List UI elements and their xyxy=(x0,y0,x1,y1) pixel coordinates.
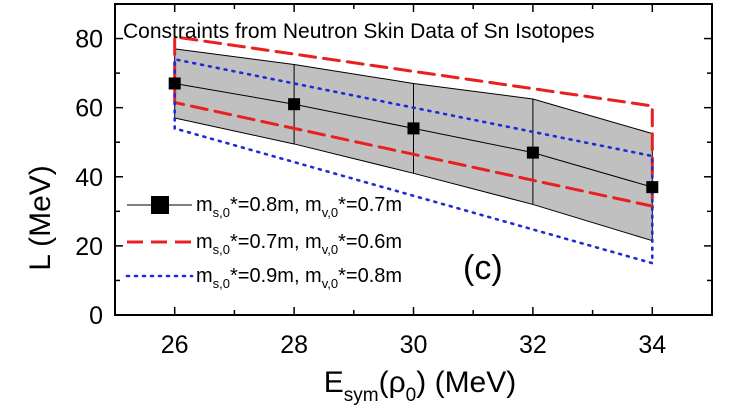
data-point-marker xyxy=(168,77,181,90)
axes: 26 28 30 32 34 0 20 40 60 80 xyxy=(75,3,713,359)
y-axis-title: L (MeV) xyxy=(24,165,57,271)
x-tick-label: 34 xyxy=(638,331,666,359)
x-tick-label: 30 xyxy=(400,331,428,359)
data-point-marker xyxy=(407,122,420,135)
x-tick-label: 32 xyxy=(519,331,547,359)
x-axis-title: Esym(ρ0) (MeV) xyxy=(324,366,517,406)
y-tick-label: 20 xyxy=(75,233,103,261)
legend-label: ms,0*=0.8m, mv,0*=0.7m xyxy=(196,194,402,220)
data-point-marker xyxy=(646,181,659,194)
y-tick-label: 40 xyxy=(75,164,103,192)
panel-label: (c) xyxy=(463,249,503,287)
legend-label: ms,0*=0.9m, mv,0*=0.8m xyxy=(196,265,402,291)
y-tick-label: 60 xyxy=(75,95,103,123)
plot-area xyxy=(168,35,659,265)
chart-title: Constraints from Neutron Skin Data of Sn… xyxy=(123,20,595,43)
data-point-marker xyxy=(526,146,539,159)
legend: ms,0*=0.8m, mv,0*=0.7m ms,0*=0.7m, mv,0*=… xyxy=(125,194,402,291)
legend-label: ms,0*=0.7m, mv,0*=0.6m xyxy=(196,231,402,257)
data-point-marker xyxy=(288,98,301,111)
y-tick-label: 0 xyxy=(89,302,103,330)
legend-marker-sample xyxy=(151,196,169,214)
x-tick-label: 26 xyxy=(161,331,189,359)
y-tick-label: 80 xyxy=(75,26,103,54)
x-tick-label: 28 xyxy=(280,331,308,359)
